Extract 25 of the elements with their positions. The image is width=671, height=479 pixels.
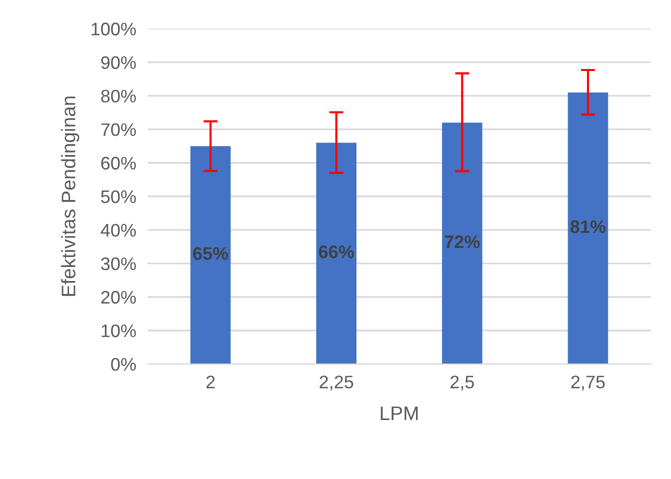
bar xyxy=(190,146,231,364)
y-tick-label: 20% xyxy=(101,290,136,304)
y-tick-label: 40% xyxy=(100,224,136,237)
y-tick-label: 60% xyxy=(101,156,136,170)
x-tick-label: 2,5 xyxy=(450,376,474,391)
y-tick-label: 100% xyxy=(92,22,136,36)
bar xyxy=(316,142,356,364)
y-tick-label: 90% xyxy=(101,56,136,69)
data-label: 81% xyxy=(570,220,606,234)
x-tick-label: 2,75 xyxy=(571,376,605,391)
y-axis-title: Efektivitas Pendinginan xyxy=(61,96,80,296)
data-label: 65% xyxy=(193,247,228,260)
y-tick-label: 80% xyxy=(101,90,136,103)
y-tick-label: 30% xyxy=(101,257,136,270)
data-label: 66% xyxy=(318,245,354,258)
bar xyxy=(442,122,482,364)
y-tick-label: 70% xyxy=(101,123,136,136)
data-label: 72% xyxy=(444,235,480,248)
x-tick-label: 2 xyxy=(206,376,215,388)
y-tick-label: 0% xyxy=(111,358,136,371)
x-tick-label: 2,25 xyxy=(320,376,354,391)
y-tick-label: 50% xyxy=(101,190,136,204)
x-axis-title: LPM xyxy=(380,406,418,420)
bar xyxy=(568,92,608,364)
y-tick-label: 10% xyxy=(102,324,136,338)
